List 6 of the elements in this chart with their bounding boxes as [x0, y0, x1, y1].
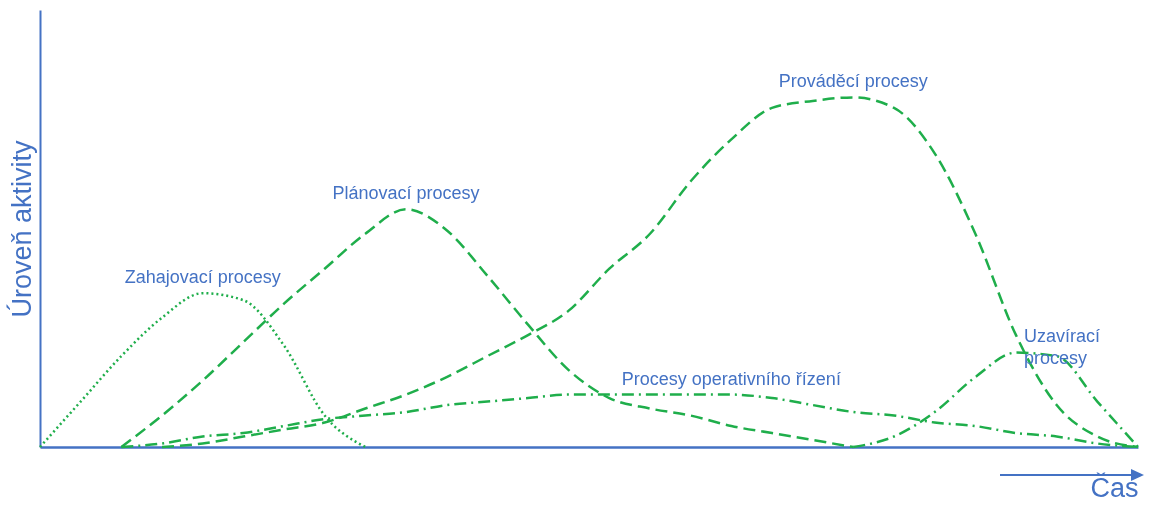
- series-label: Procesy operativního řízení: [621, 368, 841, 389]
- x-axis-title: Čas: [1090, 471, 1139, 503]
- series-label: Prováděcí procesy: [778, 71, 928, 92]
- series-label: Plánovací procesy: [332, 183, 480, 204]
- series-label: Zahajovací procesy: [124, 267, 281, 288]
- y-axis-title: Úroveň aktivity: [5, 139, 37, 318]
